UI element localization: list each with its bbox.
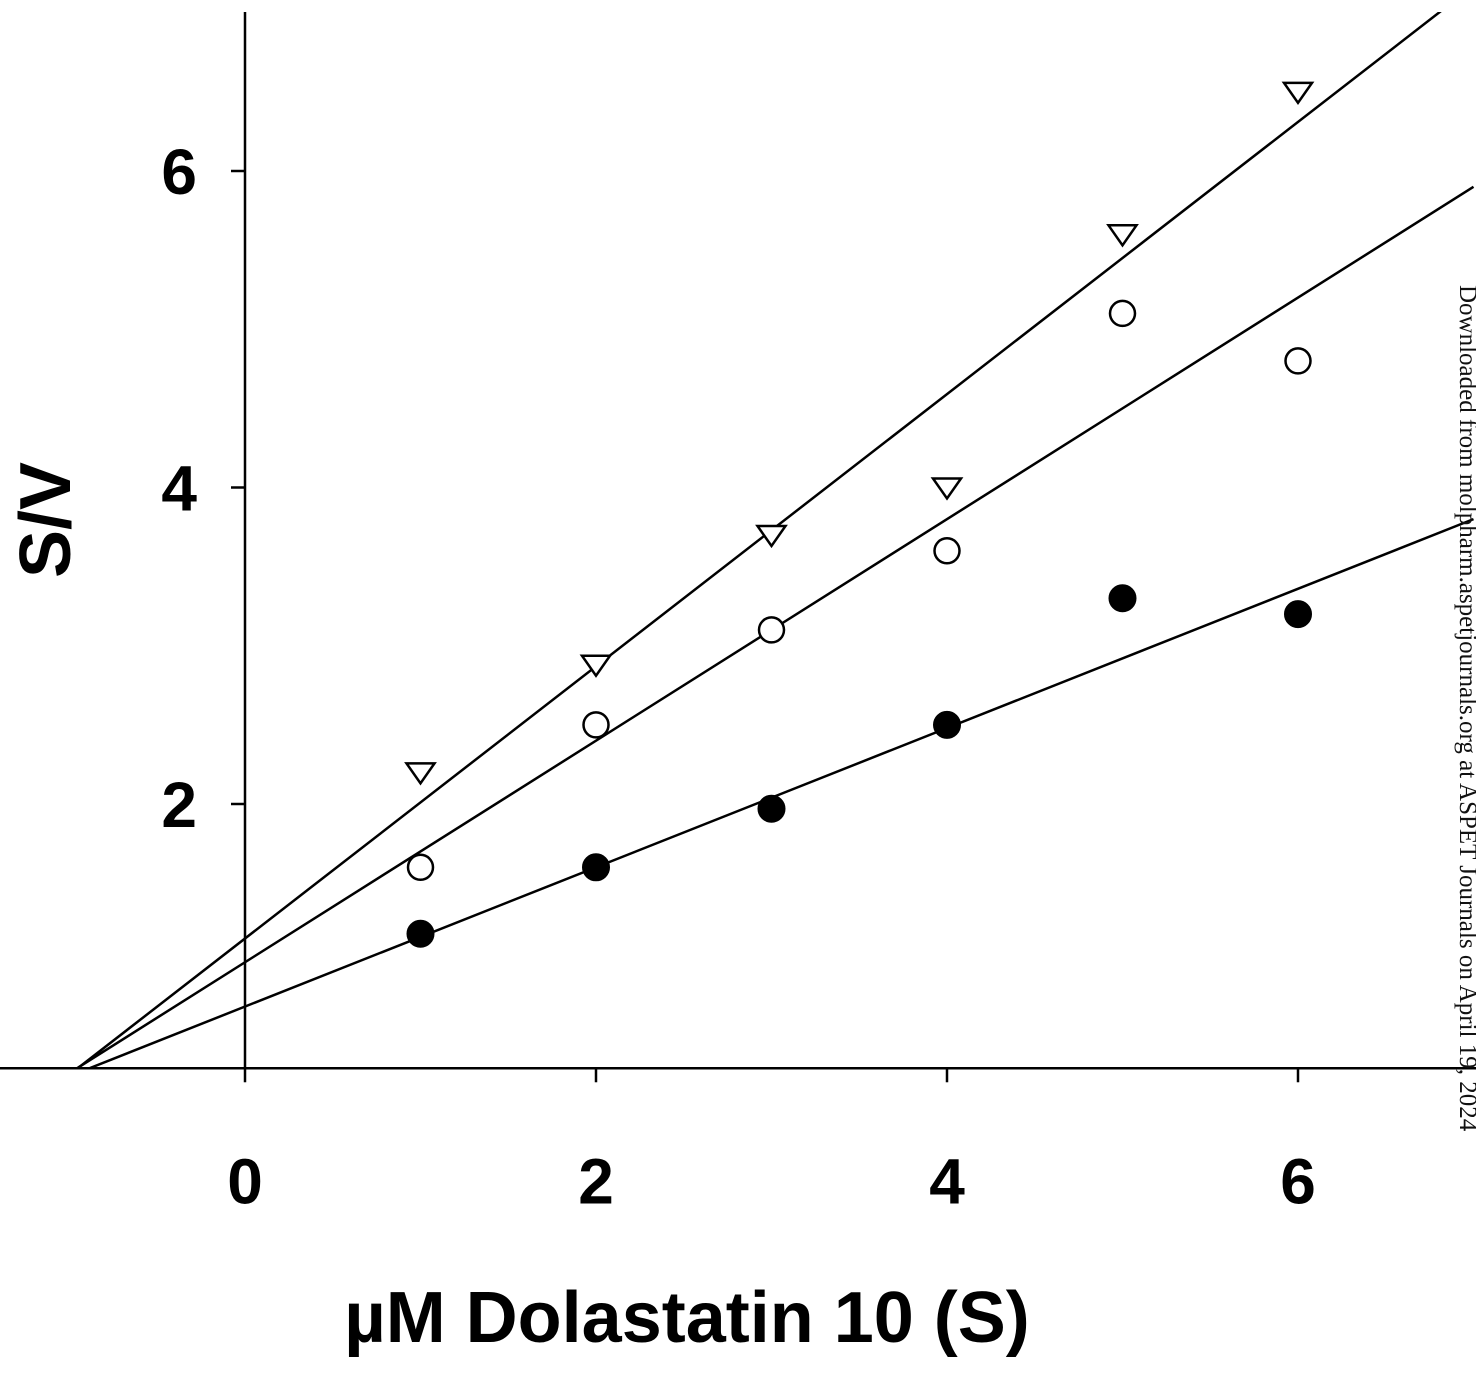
x-tick-label: 0: [227, 1145, 263, 1217]
x-tick-label: 2: [578, 1145, 614, 1217]
point-filled-circle: [757, 794, 786, 823]
point-filled-circle: [1108, 584, 1137, 613]
y-tick-label: 6: [161, 136, 197, 208]
x-axis-title: µM Dolastatin 10 (S): [344, 1278, 1030, 1358]
fit-line-series-2: [74, 185, 1475, 1069]
point-triangle: [1281, 81, 1315, 106]
point-open-circle: [582, 711, 610, 739]
tick-labels: 0 2 4 6 2 4 6: [161, 136, 1315, 1217]
axes: [0, 12, 1476, 1083]
download-watermark: Downloaded from molpharm.aspetjournals.o…: [1454, 285, 1476, 1132]
point-open-circle: [1284, 347, 1312, 375]
point-open-circle: [933, 537, 961, 565]
fit-line-series-3: [86, 517, 1474, 1069]
point-triangle: [404, 762, 437, 786]
point-filled-circle: [933, 710, 961, 739]
point-filled-circle: [406, 919, 435, 948]
y-axis-title: S/V: [6, 462, 86, 578]
point-filled-circle: [582, 853, 610, 882]
point-triangle: [579, 654, 613, 678]
point-triangle: [1106, 224, 1139, 248]
data-points: [404, 81, 1315, 948]
x-tick-label: 4: [929, 1145, 965, 1217]
point-triangle: [755, 524, 788, 549]
point-open-circle: [406, 853, 435, 882]
point-triangle: [930, 477, 964, 501]
fit-lines: [74, 12, 1475, 1069]
y-tick-label: 4: [161, 453, 197, 525]
x-tick-label: 6: [1280, 1145, 1316, 1217]
point-open-circle: [1108, 299, 1137, 328]
point-filled-circle: [1284, 600, 1312, 629]
fit-line-series-1: [75, 12, 1442, 1069]
point-open-circle: [757, 616, 786, 644]
y-tick-label: 2: [161, 769, 197, 841]
